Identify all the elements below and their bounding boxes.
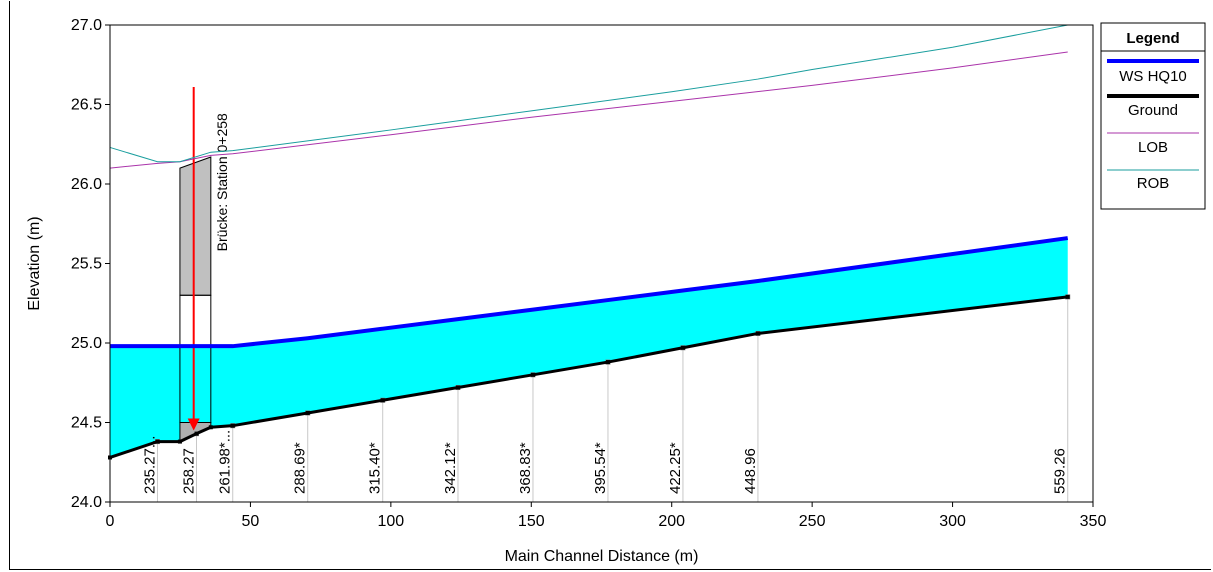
cross-section-label-7: 395.54* — [592, 442, 609, 494]
cross-section-label-10: 559.26 — [1052, 448, 1069, 494]
ground-point-5 — [230, 423, 235, 428]
ground-point-12 — [755, 331, 760, 336]
ground-point-3 — [194, 431, 199, 436]
ground-point-4 — [208, 425, 213, 430]
y-tick-label-5: 26.5 — [71, 97, 102, 114]
series-line-rob — [109, 24, 1068, 163]
legend-title: Legend — [1126, 30, 1179, 47]
bridge-label: Brücke: Station 0+258 — [214, 113, 230, 251]
legend-box — [1100, 22, 1206, 210]
x-tick-label-2: 100 — [378, 513, 405, 530]
ground-point-1 — [155, 439, 160, 444]
cross-section-label-1: 258.27 — [181, 448, 198, 494]
legend-entry-0: WS HQ10 — [1119, 68, 1187, 85]
water-area — [110, 238, 1068, 458]
y-tick-label-0: 24.0 — [71, 494, 102, 511]
y-tick-label-2: 25.0 — [71, 335, 102, 352]
x-tick-label-7: 350 — [1080, 513, 1107, 530]
ground-point-7 — [380, 398, 385, 403]
x-tick-label-4: 200 — [658, 513, 685, 530]
x-tick-label-3: 150 — [518, 513, 545, 530]
ground-point-6 — [305, 410, 310, 415]
cross-section-label-9: 448.96 — [742, 448, 759, 494]
ground-point-2 — [177, 439, 182, 444]
y-tick-label-3: 25.5 — [71, 256, 102, 273]
x-tick-label-6: 300 — [939, 513, 966, 530]
y-tick-label-1: 24.5 — [71, 415, 102, 432]
cross-section-label-5: 342.12* — [442, 442, 459, 494]
cross-section-label-2: 261.98*... — [217, 430, 234, 494]
cross-section-label-3: 288.69* — [292, 442, 309, 494]
x-tick-label-1: 50 — [242, 513, 260, 530]
series-line-ws-hq10 — [110, 236, 1068, 349]
cross-section-label-4: 315.40* — [367, 442, 384, 494]
cross-section-label-8: 422.25* — [667, 442, 684, 494]
chart-frame — [9, 1, 1211, 570]
x-tick-label-5: 250 — [799, 513, 826, 530]
y-axis-title: Elevation (m) — [26, 216, 43, 310]
bridge-deck — [179, 156, 212, 296]
ground-point-11 — [680, 345, 685, 350]
y-tick-label-4: 26.0 — [71, 176, 102, 193]
legend-entry-3: ROB — [1137, 175, 1170, 192]
series-line-lob — [109, 51, 1068, 169]
legend-entry-2: LOB — [1138, 139, 1168, 156]
y-tick-label-6: 27.0 — [71, 17, 102, 34]
arrow-head — [187, 418, 200, 431]
cross-section-label-6: 368.83* — [517, 442, 534, 494]
cross-section-label-0: 235.27... — [141, 436, 158, 494]
ground-point-13 — [1065, 294, 1070, 299]
ground-point-8 — [455, 385, 460, 390]
x-tick-label-0: 0 — [106, 513, 115, 530]
x-axis-title: Main Channel Distance (m) — [505, 548, 699, 565]
series-line-ground — [109, 295, 1068, 459]
legend-entry-1: Ground — [1128, 102, 1178, 119]
ground-point-9 — [530, 372, 535, 377]
ground-point-10 — [605, 360, 610, 365]
